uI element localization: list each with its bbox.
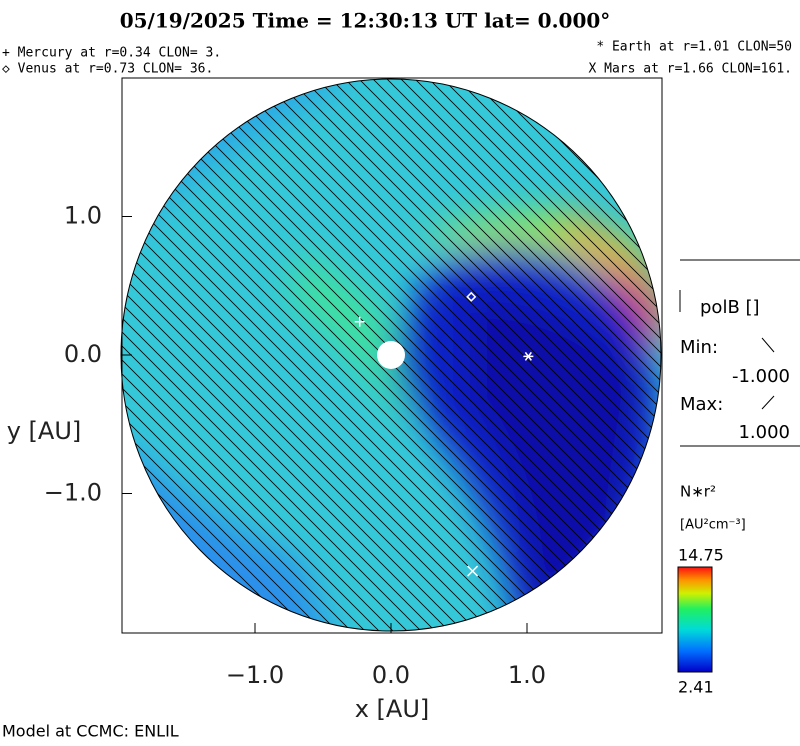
planet-marker	[466, 291, 477, 302]
colorbar	[677, 566, 713, 673]
x-axis-label: x [AU]	[355, 695, 430, 723]
min-label: Min:	[680, 337, 718, 358]
colorbar-max: 14.75	[678, 546, 724, 565]
max-symbol	[761, 395, 775, 410]
planet-marker	[354, 316, 365, 327]
planet-legend: X Mars at r=1.66 CLON=161.	[589, 62, 793, 77]
max-value: 1.000	[738, 422, 790, 443]
polarity-title: polB []	[700, 297, 760, 318]
max-label: Max:	[680, 394, 723, 415]
footer: Model at CCMC: ENLIL	[2, 722, 179, 741]
chart-title: 05/19/2025 Time = 12:30:13 UT lat= 0.000…	[120, 9, 611, 33]
y-axis-label: y [AU]	[7, 417, 82, 445]
colorbar-min: 2.41	[678, 678, 714, 697]
x-tick-label: 0.0	[372, 661, 410, 689]
planet-legend: ◇ Venus at r=0.73 CLON= 36.	[2, 62, 213, 77]
planet-legend: * Earth at r=1.01 CLON=50	[596, 40, 792, 55]
y-tick-label: 0.0	[64, 340, 102, 368]
y-tick-label: 1.0	[64, 202, 102, 230]
planet-legend: + Mercury at r=0.34 CLON= 3.	[2, 46, 221, 61]
planet-marker	[467, 565, 479, 577]
colorbar-title: N∗r²	[680, 483, 716, 501]
min-symbol	[761, 337, 775, 353]
colorbar-units: [AU²cm⁻³]	[680, 518, 746, 533]
y-tick-label: −1.0	[44, 479, 102, 507]
planet-marker	[523, 351, 534, 361]
x-tick-label: 1.0	[508, 661, 546, 689]
min-value: -1.000	[732, 366, 790, 387]
x-tick-label: −1.0	[226, 661, 284, 689]
sun	[377, 341, 405, 369]
